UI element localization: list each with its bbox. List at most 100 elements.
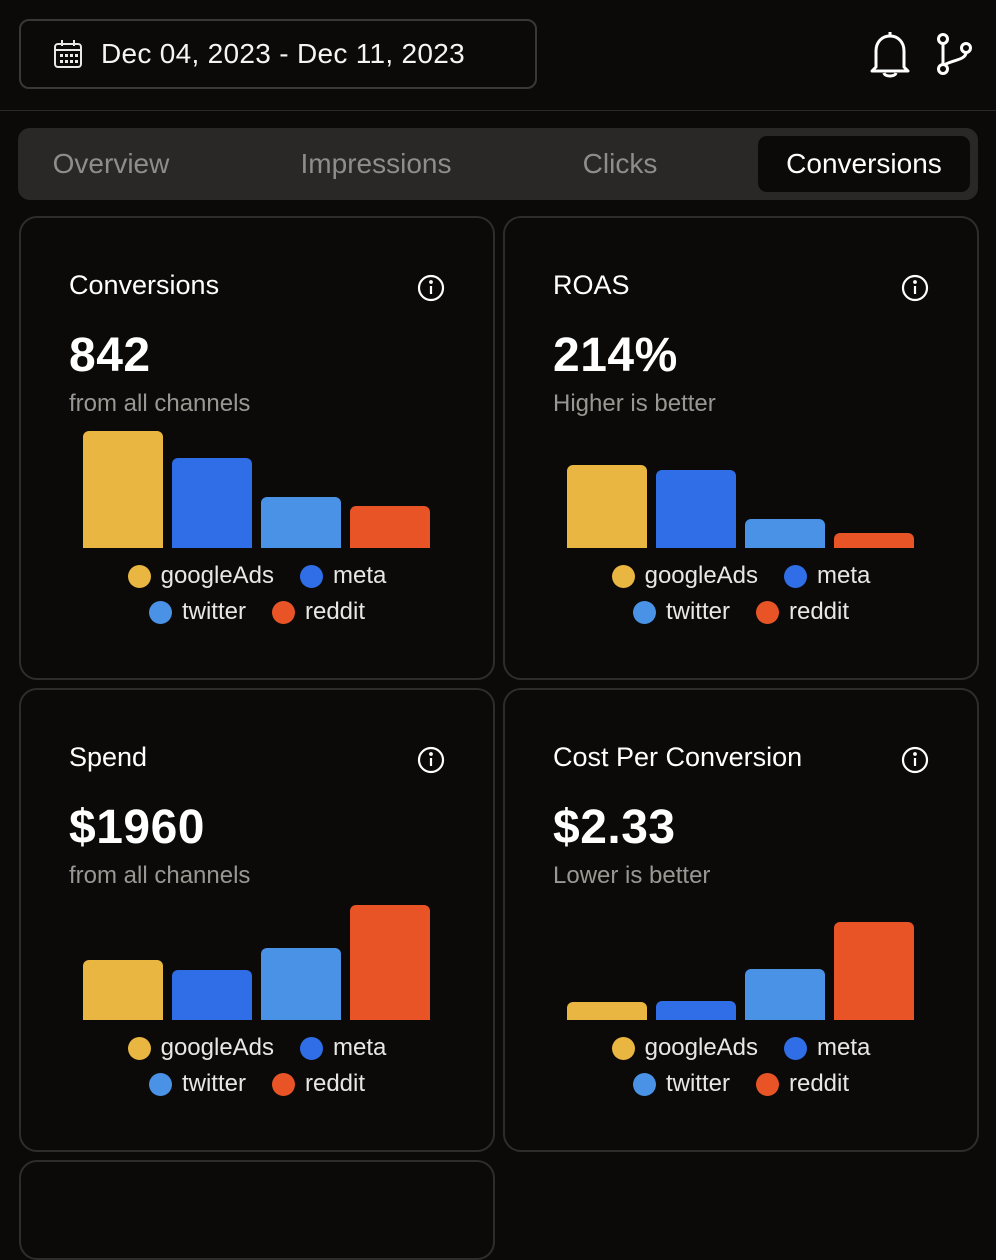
card-title: Spend xyxy=(69,742,148,772)
bar-twitter xyxy=(745,969,825,1020)
legend-item-googleads: googleAds xyxy=(611,562,759,590)
legend-dot xyxy=(127,564,151,588)
card-value: 214% xyxy=(553,329,678,382)
info-icon[interactable] xyxy=(901,746,929,774)
bar-chart xyxy=(83,426,433,548)
legend-label: reddit xyxy=(788,1070,850,1097)
card-subtitle: from all channels xyxy=(69,390,251,417)
legend-item-twitter: twitter xyxy=(632,1070,730,1098)
legend-row: twitter reddit xyxy=(505,598,977,626)
legend-dot xyxy=(611,564,635,588)
card-title: Cost Per Conversion xyxy=(553,742,803,772)
legend-dot xyxy=(148,600,172,624)
git-branch-icon[interactable] xyxy=(934,33,974,75)
legend-row: twitter reddit xyxy=(21,598,493,626)
info-icon[interactable] xyxy=(417,746,445,774)
legend-label: twitter xyxy=(181,1070,246,1097)
legend-row: googleAds meta xyxy=(21,1034,493,1062)
legend-label: googleAds xyxy=(160,562,275,589)
date-range-text: Dec 04, 2023 - Dec 11, 2023 xyxy=(101,38,466,69)
card-value: $1960 xyxy=(69,801,205,854)
card-subtitle: from all channels xyxy=(69,862,251,889)
bar-reddit xyxy=(834,532,914,548)
legend-dot xyxy=(755,600,779,624)
legend-label: twitter xyxy=(665,598,730,625)
tab-conversions[interactable]: Conversions xyxy=(758,136,970,192)
bar-googleads xyxy=(83,960,163,1020)
tab-clicks[interactable]: Clicks xyxy=(582,148,658,179)
info-icon[interactable] xyxy=(901,274,929,302)
legend-label: googleAds xyxy=(644,562,759,589)
card-subtitle: Higher is better xyxy=(553,390,716,417)
metric-card-roas: ROAS 214% Higher is better googleAds met… xyxy=(503,216,979,680)
bar-reddit xyxy=(834,922,914,1020)
legend-label: twitter xyxy=(181,598,246,625)
bar-twitter xyxy=(261,947,341,1020)
card-subtitle: Lower is better xyxy=(553,862,711,889)
legend-item-twitter: twitter xyxy=(148,598,246,626)
info-icon[interactable] xyxy=(417,274,445,302)
legend-item-googleads: googleAds xyxy=(127,1034,275,1062)
bar-twitter xyxy=(745,518,825,548)
tab-bar: Overview Impressions Clicks Conversions xyxy=(18,128,978,200)
legend-row: googleAds meta xyxy=(505,1034,977,1062)
legend-item-reddit: reddit xyxy=(271,1070,365,1098)
legend-dot xyxy=(271,1072,295,1096)
legend-dot xyxy=(127,1036,151,1060)
top-bar: Dec 04, 2023 - Dec 11, 2023 xyxy=(0,0,996,111)
metric-card-conversions: Conversions 842 from all channels google… xyxy=(19,216,495,680)
legend-item-twitter: twitter xyxy=(632,598,730,626)
legend-label: meta xyxy=(817,1034,871,1061)
legend-dot xyxy=(632,600,656,624)
legend-dot xyxy=(755,1072,779,1096)
legend-label: googleAds xyxy=(160,1034,275,1061)
tab-impressions[interactable]: Impressions xyxy=(300,148,452,179)
legend-label: googleAds xyxy=(644,1034,759,1061)
legend-item-meta: meta xyxy=(784,1034,870,1062)
legend-row: googleAds meta xyxy=(21,562,493,590)
card-value: $2.33 xyxy=(553,801,676,854)
legend-item-reddit: reddit xyxy=(755,598,849,626)
legend-dot xyxy=(300,564,324,588)
bar-meta xyxy=(656,469,736,548)
legend-label: reddit xyxy=(304,598,366,625)
legend-item-reddit: reddit xyxy=(755,1070,850,1098)
card-value: 842 xyxy=(69,329,151,382)
metric-card-partial xyxy=(19,1160,495,1260)
legend-dot xyxy=(784,564,808,588)
bar-meta xyxy=(656,1000,736,1020)
legend-dot xyxy=(148,1072,172,1096)
bar-reddit xyxy=(350,506,430,548)
tab-overview[interactable]: Overview xyxy=(52,148,170,179)
legend-dot xyxy=(611,1036,635,1060)
bell-icon[interactable] xyxy=(868,29,912,79)
bar-chart xyxy=(567,426,917,548)
legend-item-meta: meta xyxy=(784,562,870,590)
bar-twitter xyxy=(261,497,341,548)
metric-card-spend: Spend $1960 from all channels googleAds … xyxy=(19,688,495,1152)
legend-item-meta: meta xyxy=(300,1034,386,1062)
bar-meta xyxy=(172,457,252,548)
bar-reddit xyxy=(350,905,430,1020)
legend-dot xyxy=(784,1036,808,1060)
legend-label: meta xyxy=(333,562,387,589)
metric-card-cost-per-conversion: Cost Per Conversion $2.33 Lower is bette… xyxy=(503,688,979,1152)
legend-item-meta: meta xyxy=(300,562,386,590)
legend-label: meta xyxy=(333,1034,387,1061)
date-range-picker[interactable]: Dec 04, 2023 - Dec 11, 2023 xyxy=(19,19,537,89)
legend-label: meta xyxy=(817,562,871,589)
legend-item-googleads: googleAds xyxy=(611,1034,759,1062)
card-title: ROAS xyxy=(553,270,630,300)
legend-item-reddit: reddit xyxy=(271,598,366,626)
legend-dot xyxy=(632,1072,656,1096)
legend-dot xyxy=(271,600,295,624)
bar-chart xyxy=(83,898,433,1020)
bar-googleads xyxy=(567,464,647,548)
card-title: Conversions xyxy=(69,270,220,300)
legend-label: twitter xyxy=(665,1070,730,1097)
legend-row: twitter reddit xyxy=(505,1070,977,1098)
legend-dot xyxy=(300,1036,324,1060)
legend-row: twitter reddit xyxy=(21,1070,493,1098)
legend-item-twitter: twitter xyxy=(148,1070,246,1098)
bar-chart xyxy=(567,898,917,1020)
